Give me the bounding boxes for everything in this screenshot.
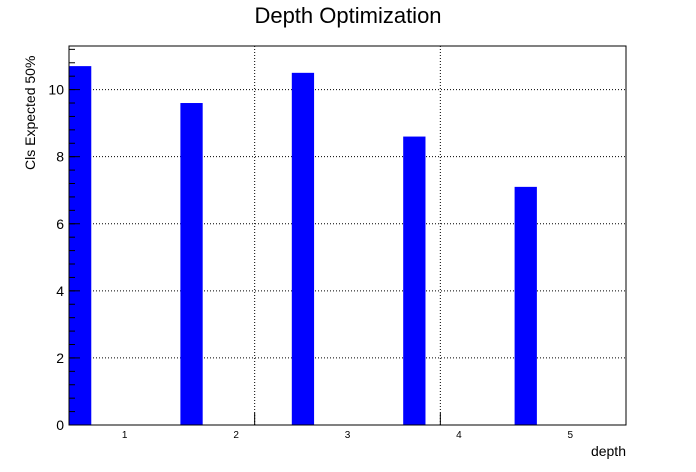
- bar-3: [291, 72, 315, 426]
- x-tick-label: 2: [233, 430, 239, 441]
- bar-5: [514, 186, 537, 425]
- x-tick-label: 5: [568, 430, 574, 441]
- y-tick-label: 4: [56, 283, 64, 299]
- y-tick-label: 6: [56, 216, 64, 232]
- y-tick-label: 10: [48, 82, 64, 98]
- bar-4: [403, 136, 426, 425]
- bar-2: [180, 103, 203, 425]
- plot-frame: [68, 45, 627, 426]
- y-tick-label: 0: [56, 417, 64, 433]
- x-axis-label: depth: [591, 443, 626, 459]
- x-tick-label: 1: [122, 430, 128, 441]
- x-axis: 1 2 3 4 5: [122, 413, 574, 441]
- y-tick-label: 8: [56, 149, 64, 165]
- y-tick-label: 2: [56, 350, 64, 366]
- chart-title: Depth Optimization: [254, 3, 441, 28]
- bar-1: [69, 66, 92, 425]
- x-tick-label: 3: [345, 430, 351, 441]
- x-tick-label: 4: [456, 430, 462, 441]
- y-axis: 0 2 4 6 8 10: [48, 48, 80, 433]
- grid-lines: [69, 46, 626, 425]
- y-axis-label: Cls Expected 50%: [22, 56, 38, 170]
- bars: [69, 66, 537, 426]
